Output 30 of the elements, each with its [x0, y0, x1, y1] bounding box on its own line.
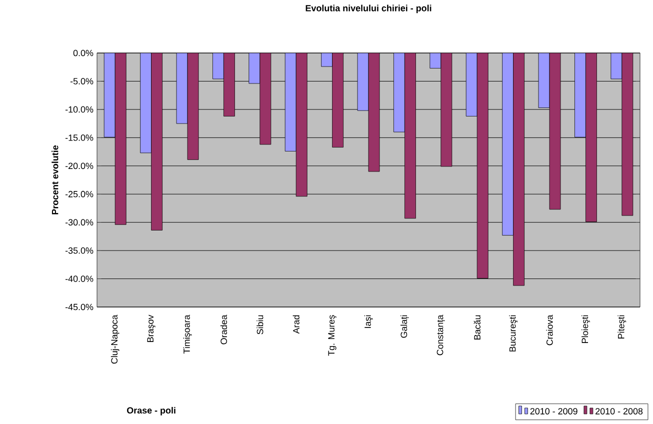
x-tick-label: Ploieşti	[582, 315, 590, 343]
chart-title: Evolutia nivelului chiriei - poli	[306, 4, 432, 14]
y-tick-label: -15.0%	[65, 134, 94, 141]
x-tick-label: Bucureşti	[509, 315, 518, 352]
x-tick-label: Iaşi	[364, 315, 373, 328]
x-tick-label: Sibiu	[256, 315, 264, 334]
y-tick-label: -35.0%	[65, 247, 94, 254]
x-tick-label: Craiova	[546, 314, 553, 346]
y-axis-title: Procent evolutie	[52, 145, 58, 214]
x-tick-label: Piteşti	[618, 315, 626, 338]
y-tick-label: -45.0%	[65, 304, 94, 310]
x-tick-label: Bacău	[474, 315, 480, 340]
y-tick-label: -10.0%	[65, 106, 94, 113]
x-tick-label: Tg. Mureş	[328, 315, 336, 356]
y-tick-label: -40.0%	[65, 276, 94, 282]
x-tick-label: Oradea	[220, 314, 228, 344]
y-tick-label: -25.0%	[65, 190, 94, 198]
x-tick-label: Arad	[292, 315, 300, 334]
y-tick-label: 0.0%	[73, 50, 94, 56]
x-tick-label: Braşov	[147, 314, 156, 342]
x-tick-label: Constanța	[436, 314, 445, 356]
y-tick-label: -20.0%	[65, 162, 94, 170]
x-tick-label: Timişoara	[183, 314, 192, 354]
y-tick-label: -30.0%	[65, 219, 94, 226]
legend-label: 2010 - 2009	[530, 408, 578, 414]
x-tick-label: Cluj-Napoca	[110, 314, 120, 364]
x-tick-label: Galați	[400, 315, 409, 338]
y-tick-label: -5.0%	[70, 78, 94, 84]
x-axis-title: Orase - poli	[127, 406, 176, 416]
legend-label: 2010 - 2008	[596, 408, 643, 414]
